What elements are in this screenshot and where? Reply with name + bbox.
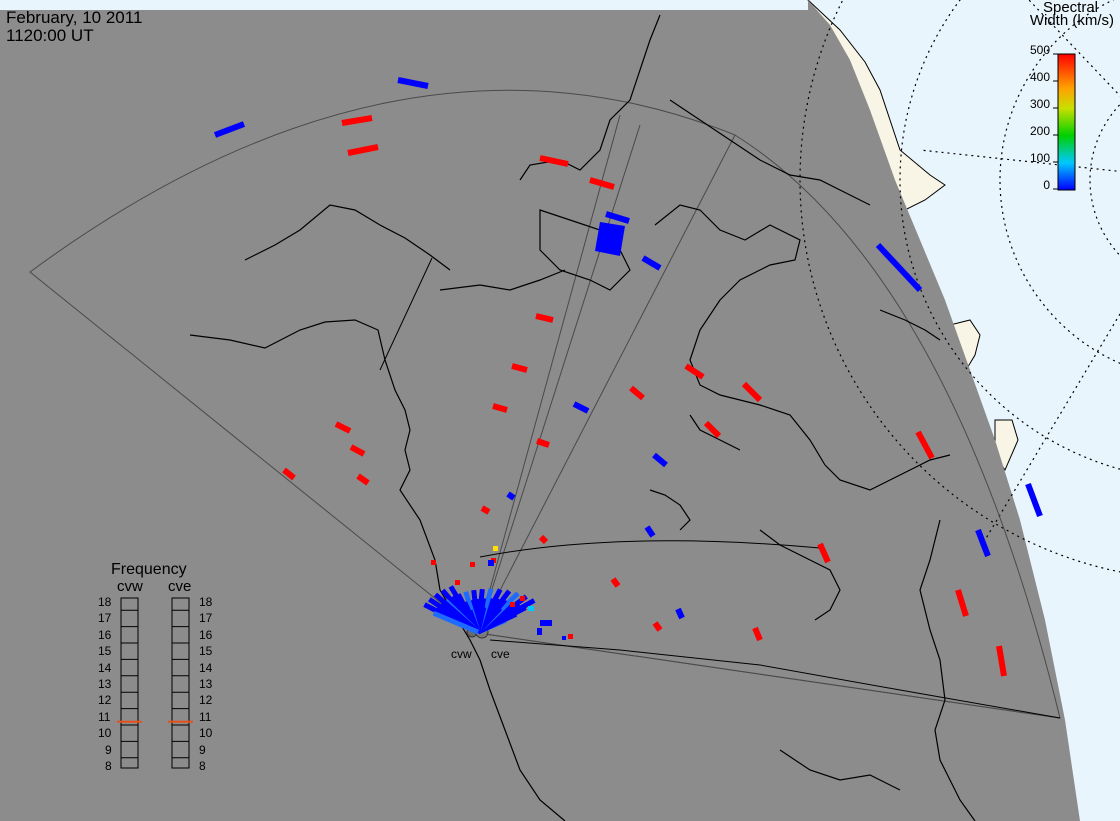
backscatter-cell <box>511 363 528 373</box>
frequency-scale-label: 8 <box>199 759 206 773</box>
backscatter-cell <box>334 421 352 434</box>
backscatter-cell <box>817 542 831 564</box>
backscatter-cell <box>492 403 508 413</box>
spectral-width-colorbar <box>1057 53 1076 191</box>
backscatter-cell <box>282 467 296 481</box>
colorbar-tick-label: 300 <box>1029 97 1050 111</box>
backscatter-cell <box>875 242 923 293</box>
frequency-scale-label: 17 <box>199 611 213 626</box>
frequency-scale-label: 9 <box>105 742 112 757</box>
backscatter-cell <box>915 430 935 460</box>
frequency-scale-label: 9 <box>199 742 206 757</box>
frequency-scale-label: 18 <box>98 595 112 609</box>
backscatter-cell <box>213 121 246 138</box>
frequency-scale-label: 11 <box>199 709 212 724</box>
colorbar-title-line1: Spectral <box>1042 0 1098 16</box>
frequency-scale-label: 17 <box>98 611 112 626</box>
frequency-scale-label: 8 <box>105 759 112 773</box>
colorbar-tick-label: 400 <box>1029 70 1050 84</box>
frequency-scale-label: 18 <box>199 595 213 609</box>
backscatter-cell <box>996 645 1007 677</box>
backscatter-cell <box>562 636 566 640</box>
backscatter-cell <box>506 491 516 501</box>
site-label-cvw: cvw <box>451 647 472 661</box>
backscatter-cell <box>572 401 590 414</box>
frequency-scale-label: 10 <box>199 726 213 741</box>
backscatter-cell <box>675 607 685 620</box>
backscatter-cell <box>752 626 763 642</box>
colorbar-tick-label: 500 <box>1029 43 1050 57</box>
backscatter-cell <box>397 77 429 89</box>
site-label-cve: cve <box>491 647 510 661</box>
frequency-column-label-cvw: cvw <box>117 578 143 595</box>
backscatter-cell <box>652 621 663 632</box>
backscatter-cell <box>432 610 479 635</box>
frequency-scale-label: 15 <box>98 644 112 659</box>
frequency-scale-label: 13 <box>199 677 213 691</box>
backscatter-cell <box>431 560 436 565</box>
backscatter-cell <box>455 580 460 585</box>
frequency-scale-label: 12 <box>199 693 213 708</box>
backscatter-cell <box>539 155 569 167</box>
coastlines <box>189 14 976 821</box>
backscatter-cell <box>703 420 722 439</box>
backscatter-cells <box>213 77 1043 677</box>
backscatter-cell <box>528 606 534 611</box>
frequency-scale-label: 14 <box>98 660 112 675</box>
frequency-column-label-cve: cve <box>168 578 192 595</box>
backscatter-cell <box>641 255 662 271</box>
backscatter-cell <box>480 505 491 515</box>
backscatter-cell <box>595 222 625 256</box>
backscatter-cell <box>610 577 621 588</box>
nightside-region <box>0 0 1080 821</box>
frequency-gauges <box>120 597 190 769</box>
backscatter-cell <box>356 473 370 486</box>
backscatter-cell <box>520 596 525 601</box>
backscatter-cell <box>975 528 991 558</box>
backscatter-cell <box>535 313 554 323</box>
backscatter-cell <box>540 620 552 626</box>
backscatter-cell <box>510 602 515 607</box>
frequency-scale-label: 11 <box>98 709 111 724</box>
backscatter-cell <box>955 589 969 617</box>
frequency-scale-label: 16 <box>199 627 213 642</box>
frequency-scale-label: 15 <box>199 644 213 659</box>
frequency-scale-label: 16 <box>98 627 112 642</box>
frequency-title: Frequency <box>111 561 187 578</box>
backscatter-cell <box>1025 482 1043 518</box>
backscatter-cell <box>493 546 498 551</box>
backscatter-cell <box>347 144 379 156</box>
date-label: February, 10 2011 <box>6 8 143 27</box>
backscatter-cell <box>568 634 573 639</box>
colorbar-tick-label: 0 <box>1043 178 1050 192</box>
backscatter-cell <box>341 115 373 126</box>
backscatter-cell <box>605 211 630 224</box>
backscatter-cell <box>538 534 549 545</box>
frequency-scale-label: 13 <box>98 677 112 691</box>
colorbar-tick-label: 100 <box>1029 151 1050 165</box>
colorbar-tick-label: 200 <box>1029 124 1050 138</box>
backscatter-cell <box>537 628 542 635</box>
frequency-scale-label: 14 <box>199 660 213 675</box>
backscatter-cell <box>629 385 645 401</box>
frequency-scale-label: 12 <box>98 693 112 708</box>
time-label: 1120:00 UT <box>6 26 94 45</box>
frequency-scale-label: 10 <box>98 726 112 741</box>
backscatter-cell <box>470 562 475 567</box>
backscatter-cell <box>684 363 705 380</box>
backscatter-cell <box>741 381 763 403</box>
colorbar-tick-marks <box>1053 53 1058 190</box>
backscatter-cell <box>349 444 366 457</box>
backscatter-cell <box>652 452 668 468</box>
backscatter-cell <box>589 177 615 190</box>
backscatter-cell <box>488 560 494 566</box>
backscatter-cell <box>536 438 550 448</box>
backscatter-cell <box>644 525 656 538</box>
borders <box>379 257 1061 719</box>
dayside-grid <box>799 0 1120 573</box>
colorbar-title-line2: Width (km/s) <box>1029 12 1114 29</box>
